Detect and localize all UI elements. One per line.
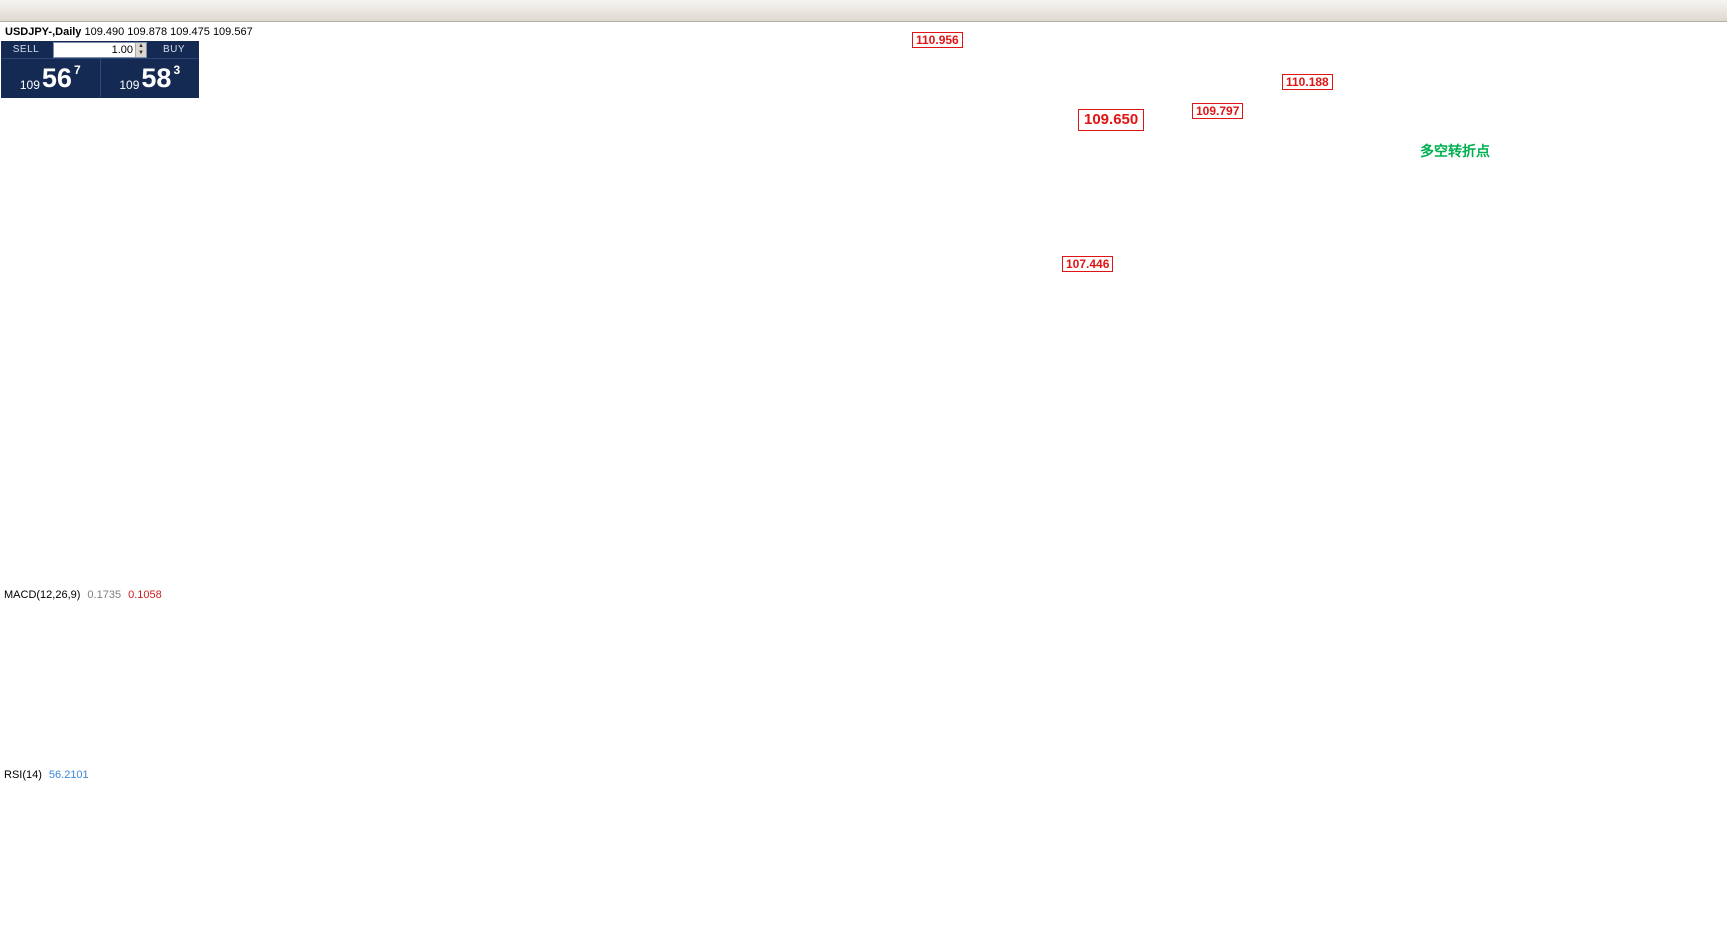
- lot-decrease-button[interactable]: ▼: [135, 50, 146, 57]
- ask-big-figure: 109: [119, 78, 140, 92]
- bid-big-figure: 109: [19, 78, 40, 92]
- macd-main-value: 0.1735: [87, 589, 122, 601]
- macd-signal-value: 0.1058: [128, 589, 162, 601]
- price-label-110188[interactable]: 110.188: [1282, 74, 1333, 90]
- rsi-value: 56.2101: [48, 769, 89, 781]
- price-label-110956[interactable]: 110.956: [912, 32, 963, 48]
- rsi-indicator-label: RSI(14) 56.2101: [4, 769, 89, 781]
- buy-button[interactable]: 109 58 3: [101, 59, 200, 97]
- bid-pips: 56: [41, 62, 72, 93]
- buy-label: BUY: [162, 44, 186, 55]
- lot-spinner: ▲ ▼: [135, 43, 146, 57]
- ohlc-values: 109.490 109.878 109.475 109.567: [84, 26, 253, 38]
- pane-separator-rsi[interactable]: [0, 764, 1727, 769]
- turning-point-label: 多空转折点: [1420, 143, 1490, 159]
- sell-label: SELL: [12, 44, 40, 55]
- price-label-107446[interactable]: 107.446: [1062, 256, 1114, 272]
- toolbar: [0, 0, 1727, 22]
- quote-divider: [99, 59, 101, 97]
- macd-indicator-label: MACD(12,26,9) 0.1735 0.1058: [4, 589, 162, 601]
- chart-title: USDJPY-,Daily 109.490 109.878 109.475 10…: [5, 26, 253, 38]
- pane-separator-macd[interactable]: [0, 584, 1727, 589]
- symbol-period-label: USDJPY-,Daily: [5, 26, 82, 38]
- price-label-109797[interactable]: 109.797: [1192, 103, 1244, 119]
- bid-point: 7: [73, 63, 81, 77]
- one-click-trading-panel: SELL 1.00 ▲ ▼ BUY 109 56 7 109 58 3: [1, 41, 199, 98]
- price-label-109650[interactable]: 109.650: [1078, 109, 1145, 131]
- ask-pips: 58: [141, 62, 172, 93]
- ask-point: 3: [173, 63, 181, 77]
- rsi-name: RSI(14): [4, 769, 42, 781]
- lot-increase-button[interactable]: ▲: [135, 43, 146, 50]
- lot-value: 1.00: [111, 44, 133, 56]
- macd-name: MACD(12,26,9): [4, 589, 81, 601]
- sell-button[interactable]: 109 56 7: [1, 59, 100, 97]
- lot-size-field[interactable]: 1.00 ▲ ▼: [53, 42, 147, 58]
